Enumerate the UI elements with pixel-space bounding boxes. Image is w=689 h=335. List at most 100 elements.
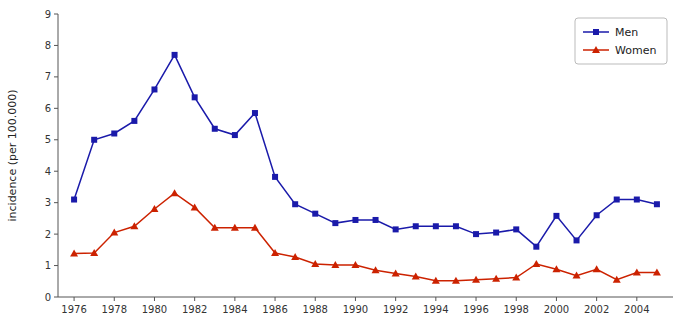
marker [453, 223, 459, 229]
marker [614, 197, 620, 203]
marker [593, 29, 599, 35]
y-tick-label: 3 [45, 197, 51, 208]
y-tick [54, 234, 58, 235]
x-tick [234, 297, 235, 301]
marker [552, 265, 560, 272]
marker [71, 197, 77, 203]
y-tick [54, 171, 58, 172]
marker [452, 277, 460, 284]
marker [594, 212, 600, 218]
marker [472, 276, 480, 283]
marker [532, 260, 540, 267]
marker [252, 110, 258, 116]
marker [211, 224, 219, 231]
marker [232, 132, 238, 138]
marker [271, 249, 279, 256]
x-tick [194, 297, 195, 301]
marker [231, 224, 239, 231]
series-line [74, 193, 657, 280]
x-tick-label: 1994 [423, 304, 448, 315]
marker [272, 174, 278, 180]
marker [373, 217, 379, 223]
y-tick-label: 6 [45, 103, 51, 114]
marker [311, 260, 319, 267]
marker [351, 261, 359, 268]
y-tick-label: 2 [45, 229, 51, 240]
x-tick [476, 297, 477, 301]
marker [291, 253, 299, 260]
marker [352, 217, 358, 223]
marker [251, 224, 259, 231]
marker [212, 126, 218, 132]
marker [634, 197, 640, 203]
y-tick-label: 4 [45, 166, 51, 177]
marker [613, 276, 621, 283]
marker [70, 250, 78, 257]
y-tick [54, 14, 58, 15]
marker [150, 205, 158, 212]
marker [512, 274, 520, 281]
legend-label: Men [615, 26, 638, 39]
x-tick [596, 297, 597, 301]
x-tick-label: 1984 [222, 304, 247, 315]
marker [633, 268, 641, 275]
x-tick [355, 297, 356, 301]
x-tick-label: 2004 [624, 304, 649, 315]
y-tick-label: 8 [45, 40, 51, 51]
legend-box [575, 18, 667, 64]
marker [433, 223, 439, 229]
x-tick [435, 297, 436, 301]
marker [392, 269, 400, 276]
x-tick [74, 297, 75, 301]
y-tick [54, 139, 58, 140]
y-tick-label: 9 [45, 9, 51, 20]
y-axis-label: incidence (per 100.000) [6, 89, 19, 221]
y-tick [54, 45, 58, 46]
marker [553, 213, 559, 219]
marker [130, 222, 138, 229]
x-tick [516, 297, 517, 301]
legend-label: Women [615, 44, 656, 57]
marker [312, 211, 318, 217]
x-tick-label: 1982 [182, 304, 207, 315]
x-tick-label: 1992 [383, 304, 408, 315]
marker [653, 268, 661, 275]
x-axis-line [58, 297, 673, 298]
marker [171, 189, 179, 196]
marker [191, 203, 199, 210]
x-tick-label: 1980 [142, 304, 167, 315]
marker [91, 137, 97, 143]
chart: 1976197819801982198419861988199019921994… [0, 0, 689, 335]
marker [533, 244, 539, 250]
x-tick [154, 297, 155, 301]
marker [332, 220, 338, 226]
x-tick [395, 297, 396, 301]
marker [192, 94, 198, 100]
x-tick-label: 1990 [343, 304, 368, 315]
marker [493, 230, 499, 236]
y-tick [54, 297, 58, 298]
marker [413, 223, 419, 229]
marker [492, 275, 500, 282]
x-tick [556, 297, 557, 301]
x-tick-label: 1996 [463, 304, 488, 315]
x-tick-label: 2002 [584, 304, 609, 315]
x-tick-label: 2000 [544, 304, 569, 315]
marker [574, 237, 580, 243]
x-tick-label: 1976 [61, 304, 86, 315]
marker [151, 86, 157, 92]
y-tick [54, 265, 58, 266]
legend: Men Women [575, 18, 667, 64]
y-tick-label: 1 [45, 260, 51, 271]
x-tick-label: 1986 [262, 304, 287, 315]
marker [90, 249, 98, 256]
x-tick [275, 297, 276, 301]
y-tick [54, 108, 58, 109]
x-tick-label: 1988 [303, 304, 328, 315]
marker [573, 272, 581, 279]
marker [513, 226, 519, 232]
x-tick [315, 297, 316, 301]
marker [172, 52, 178, 58]
marker [654, 201, 660, 207]
marker [412, 273, 420, 280]
